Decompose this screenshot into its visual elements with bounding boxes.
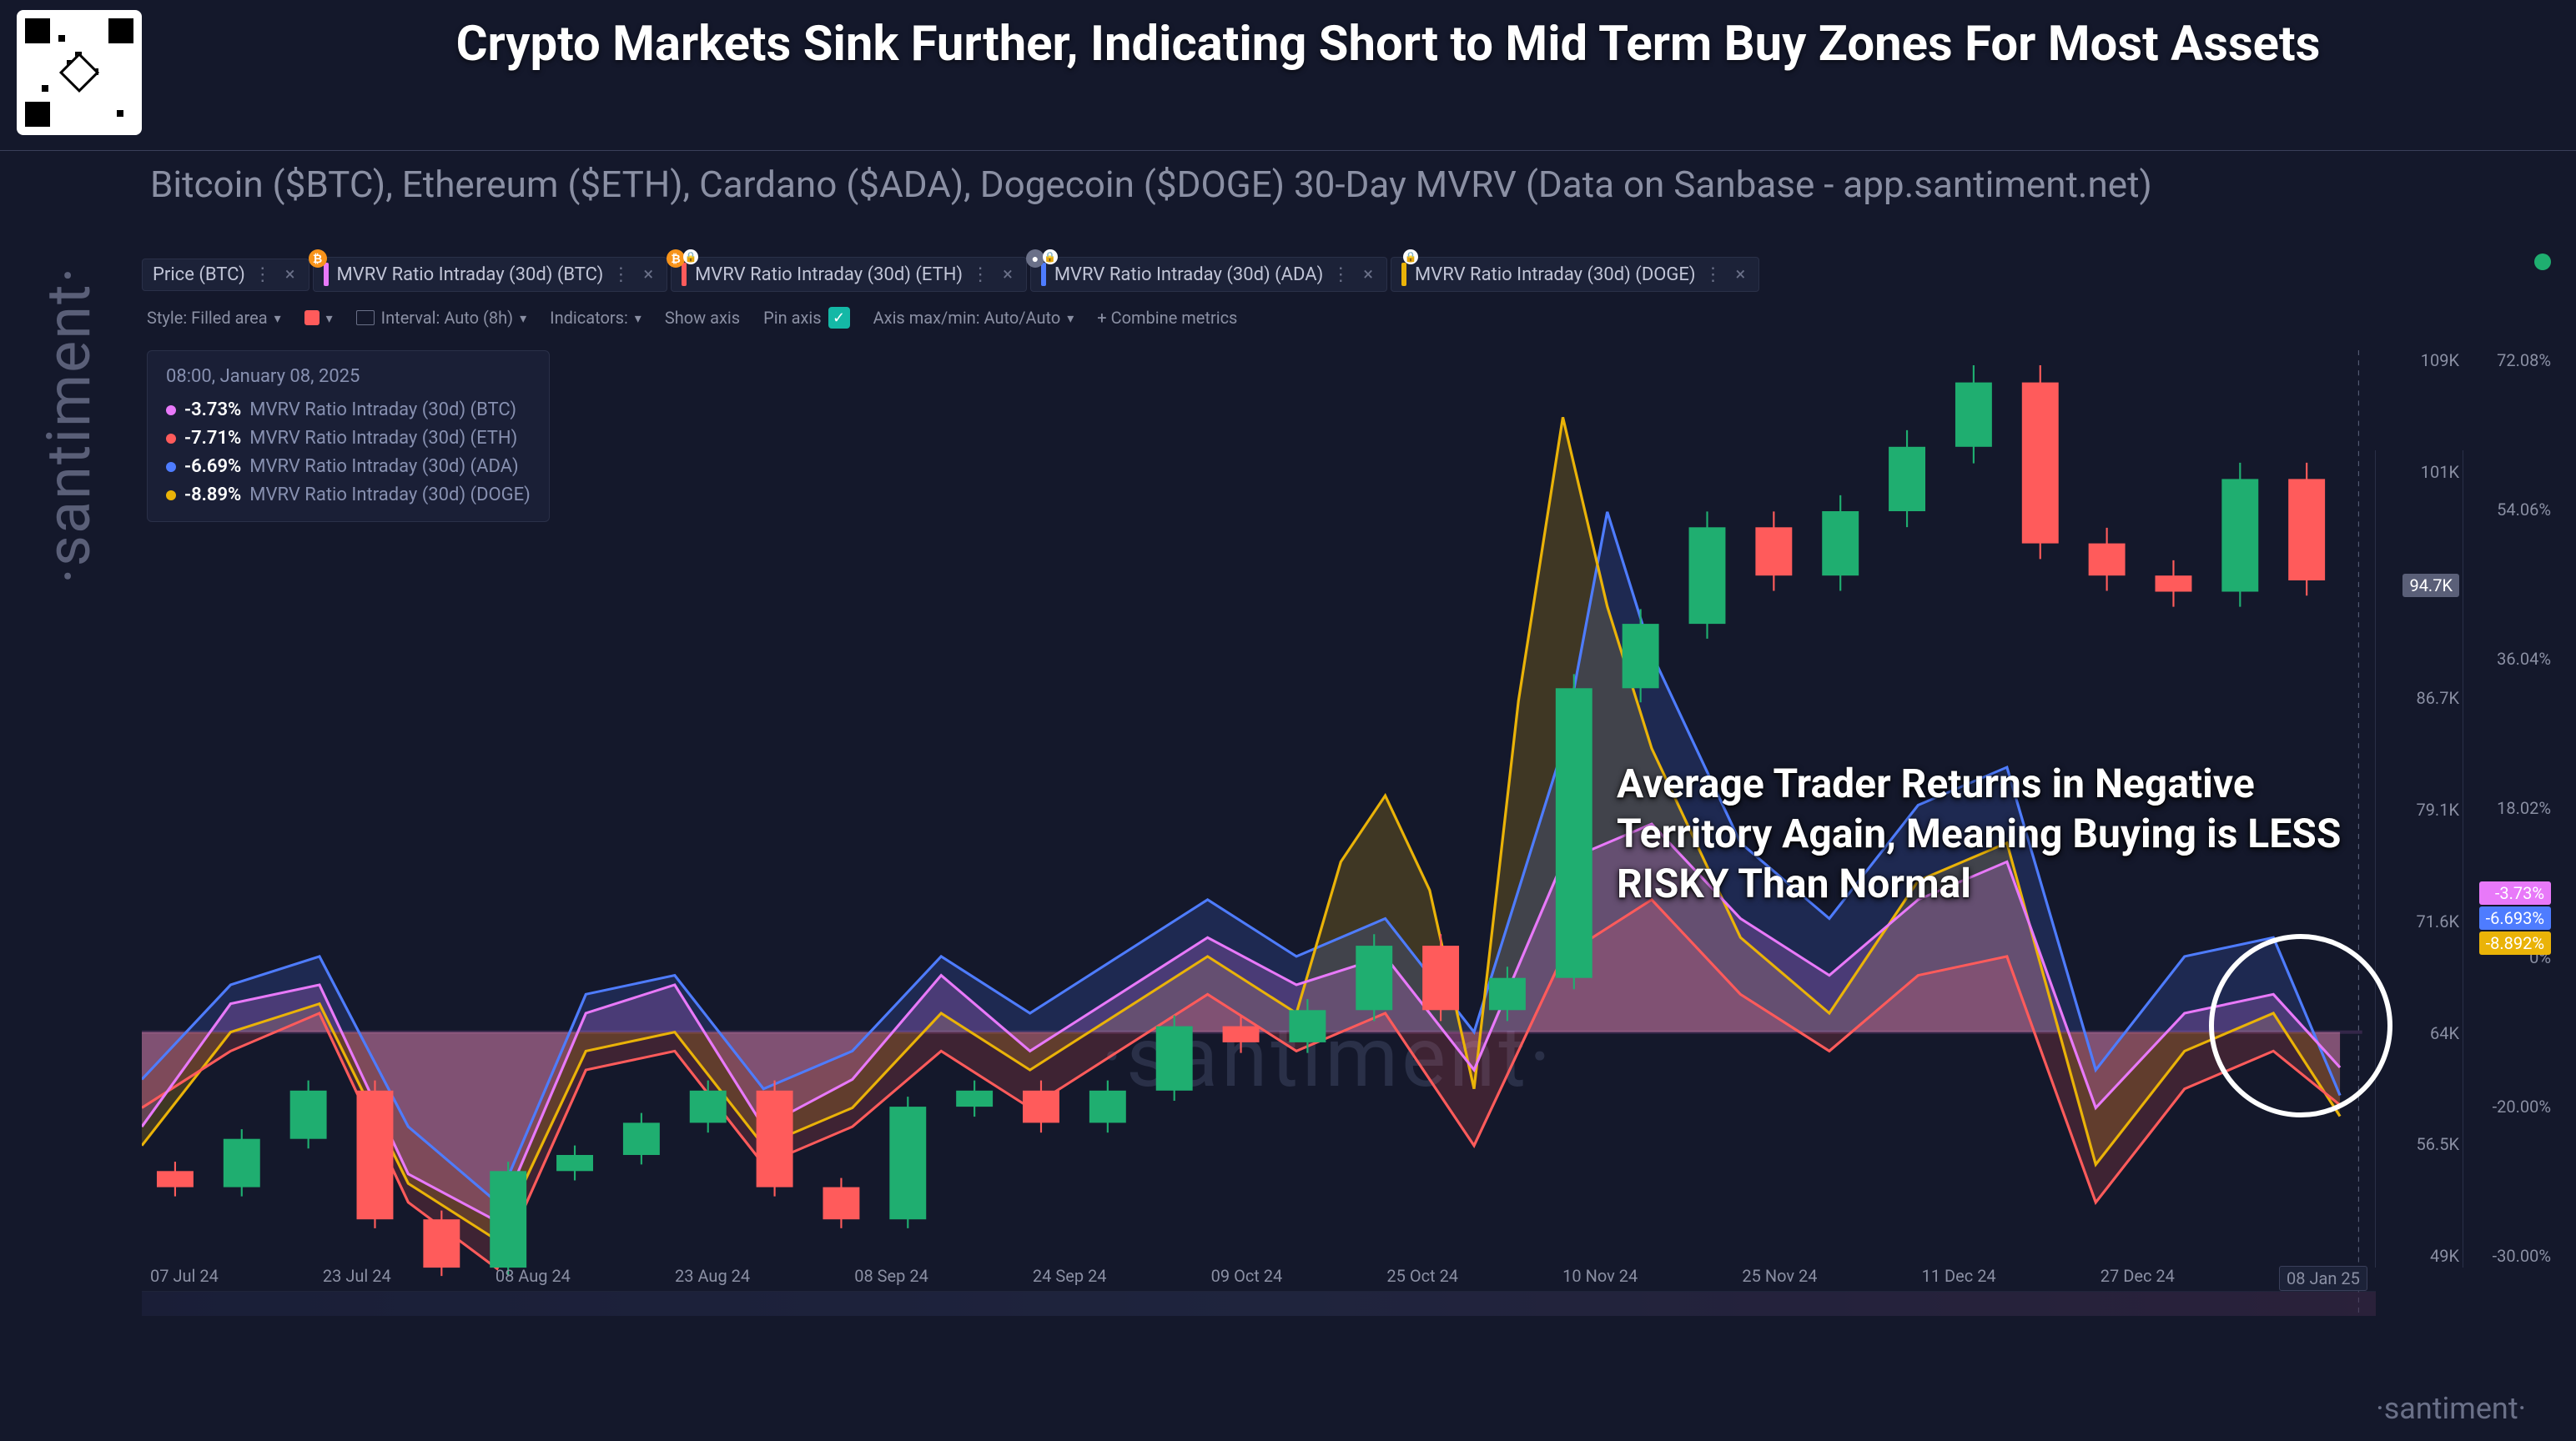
color-swatch[interactable]: ▾ <box>304 310 333 326</box>
highlight-circle <box>2209 934 2392 1117</box>
watermark-bottom-right: ·santiment· <box>2376 1391 2526 1426</box>
pill-menu-icon[interactable]: ⋮ <box>1331 264 1351 285</box>
show-axis-toggle[interactable]: Show axis <box>665 308 740 328</box>
indicators-selector[interactable]: Indicators:▾ <box>550 308 641 328</box>
x-axis: 07 Jul 2423 Jul 2408 Aug 2423 Aug 2408 S… <box>142 1266 2376 1291</box>
metric-pill[interactable]: 🔒MVRV Ratio Intraday (30d) (DOGE)⋮× <box>1391 257 1759 292</box>
pill-label: MVRV Ratio Intraday (30d) (DOGE) <box>1415 264 1696 285</box>
divider <box>0 150 2576 151</box>
tooltip-row: -7.71% MVRV Ratio Intraday (30d) (ETH) <box>166 424 531 453</box>
tooltip-row: -6.69% MVRV Ratio Intraday (30d) (ADA) <box>166 453 531 481</box>
pill-label: Price (BTC) <box>153 264 245 285</box>
interval-selector[interactable]: Interval: Auto (8h)▾ <box>356 308 526 328</box>
metric-pills-row: Price (BTC)⋮×₿MVRV Ratio Intraday (30d) … <box>142 250 2551 299</box>
watermark-left: ·santiment· <box>33 266 104 584</box>
pill-close-icon[interactable]: × <box>1733 264 1749 285</box>
metric-pill[interactable]: ●🔒MVRV Ratio Intraday (30d) (ADA)⋮× <box>1030 257 1387 292</box>
combine-metrics-button[interactable]: + Combine metrics <box>1097 308 1237 328</box>
hover-tooltip: 08:00, January 08, 2025 -3.73% MVRV Rati… <box>147 350 550 522</box>
pill-menu-icon[interactable]: ⋮ <box>971 264 991 285</box>
tooltip-row: -3.73% MVRV Ratio Intraday (30d) (BTC) <box>166 396 531 424</box>
pill-label: MVRV Ratio Intraday (30d) (ETH) <box>695 264 963 285</box>
pill-close-icon[interactable]: × <box>999 264 1016 285</box>
metric-pill[interactable]: Price (BTC) ⋮ × <box>142 259 309 291</box>
chart-area: Price (BTC)⋮×₿MVRV Ratio Intraday (30d) … <box>142 250 2551 1366</box>
axis-separator <box>2375 450 2376 1268</box>
overview-strip[interactable] <box>142 1291 2376 1316</box>
pill-menu-icon[interactable]: ⋮ <box>611 264 631 285</box>
pill-label: MVRV Ratio Intraday (30d) (BTC) <box>337 264 604 285</box>
annotation-text: Average Trader Returns in Negative Terri… <box>1617 759 2367 909</box>
pill-close-icon[interactable]: × <box>640 264 657 285</box>
chart-toolbar: Style: Filled area ▾ ▾ Interval: Auto (8… <box>142 299 2551 337</box>
headline: Crypto Markets Sink Further, Indicating … <box>250 17 2526 73</box>
pill-close-icon[interactable]: × <box>1360 264 1376 285</box>
subtitle: Bitcoin ($BTC), Ethereum ($ETH), Cardano… <box>150 163 2559 206</box>
pill-menu-icon[interactable]: ⋮ <box>254 264 274 285</box>
layout-dot[interactable] <box>2541 254 2551 270</box>
qr-code <box>17 10 142 135</box>
axis-minmax-selector[interactable]: Axis max/min: Auto/Auto▾ <box>873 308 1074 328</box>
pill-close-icon[interactable]: × <box>282 264 299 285</box>
pill-label: MVRV Ratio Intraday (30d) (ADA) <box>1054 264 1323 285</box>
metric-pill[interactable]: ₿MVRV Ratio Intraday (30d) (BTC)⋮× <box>313 257 668 292</box>
pin-axis-toggle[interactable]: Pin axis✓ <box>763 307 849 329</box>
pill-menu-icon[interactable]: ⋮ <box>1704 264 1724 285</box>
tooltip-row: -8.89% MVRV Ratio Intraday (30d) (DOGE) <box>166 481 531 510</box>
tooltip-time: 08:00, January 08, 2025 <box>166 363 531 391</box>
metric-pill[interactable]: ₿🔒MVRV Ratio Intraday (30d) (ETH)⋮× <box>671 257 1027 292</box>
style-selector[interactable]: Style: Filled area ▾ <box>147 308 281 328</box>
